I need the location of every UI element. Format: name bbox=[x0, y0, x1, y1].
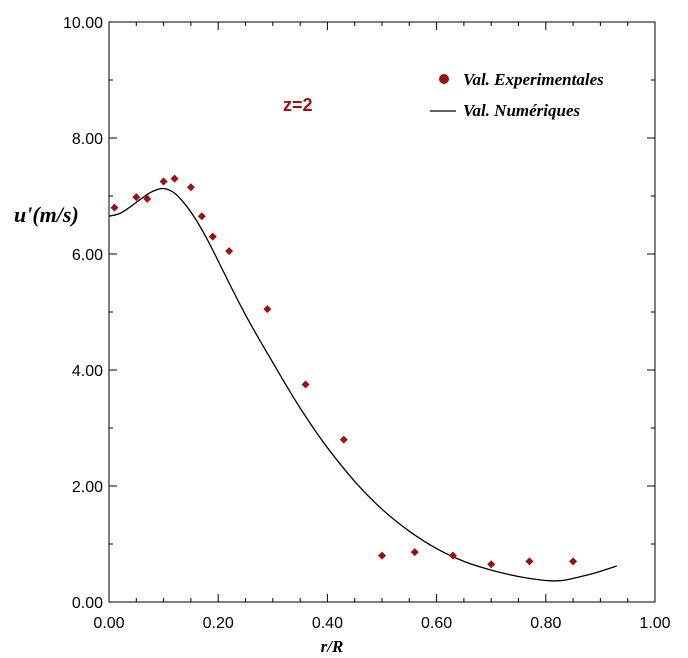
data-point bbox=[170, 174, 179, 183]
y-tick-label: 8.00 bbox=[72, 131, 103, 148]
y-axis-ticks: 0.00 2.00 4.00 6.00 8.00 10.00 bbox=[63, 15, 655, 612]
data-point bbox=[143, 194, 152, 203]
x-tick-label: 0.60 bbox=[421, 615, 452, 632]
data-point bbox=[197, 212, 206, 221]
x-tick-label: 0.00 bbox=[93, 615, 124, 632]
data-point bbox=[132, 193, 141, 202]
x-tick-label: 0.20 bbox=[203, 615, 234, 632]
y-tick-label: 10.00 bbox=[63, 15, 103, 32]
y-tick-label: 2.00 bbox=[72, 479, 103, 496]
data-point bbox=[525, 557, 534, 566]
y-tick-label: 4.00 bbox=[72, 363, 103, 380]
data-point bbox=[378, 551, 386, 560]
x-tick-label: 0.40 bbox=[312, 615, 343, 632]
data-point bbox=[263, 305, 272, 314]
plot-area bbox=[108, 21, 656, 603]
data-point bbox=[301, 380, 310, 389]
data-point bbox=[225, 247, 234, 256]
series-line-numerical bbox=[108, 187, 618, 582]
data-point bbox=[110, 203, 119, 212]
x-axis-label: r/R bbox=[321, 637, 344, 656]
y-tick-label: 6.00 bbox=[72, 247, 103, 264]
data-point bbox=[487, 560, 496, 569]
y-axis-label: u'(m/s) bbox=[14, 202, 79, 227]
legend-label-experimental: Val. Experimentales bbox=[463, 70, 604, 89]
data-point bbox=[448, 551, 457, 560]
data-point bbox=[569, 557, 578, 566]
y-tick-label: 0.00 bbox=[72, 595, 103, 612]
data-point bbox=[159, 177, 168, 186]
data-point bbox=[186, 183, 195, 192]
data-point bbox=[208, 232, 217, 241]
data-point bbox=[339, 435, 348, 444]
annotation-label: z=2 bbox=[283, 95, 313, 115]
x-tick-label: 0.80 bbox=[530, 615, 561, 632]
data-point bbox=[410, 548, 419, 557]
legend: Val. Experimentales Val. Numériques bbox=[430, 70, 604, 120]
x-tick-label: 1.00 bbox=[639, 615, 670, 632]
series-markers-experimental bbox=[110, 174, 578, 569]
legend-marker-experimental bbox=[439, 74, 449, 84]
x-axis-ticks: 0.00 0.20 0.40 0.60 0.80 1.00 bbox=[93, 22, 671, 632]
legend-label-numerical: Val. Numériques bbox=[463, 101, 581, 120]
